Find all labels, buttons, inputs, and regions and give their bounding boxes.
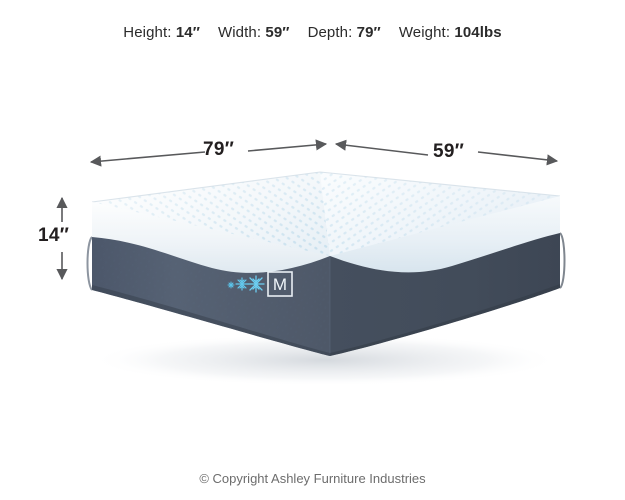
spec-weight-value: 104lbs — [454, 24, 502, 41]
spec-weight: Weight: 104lbs — [399, 24, 502, 41]
copyright-footer: © Copyright Ashley Furniture Industries — [199, 471, 426, 486]
spec-weight-label: Weight: — [398, 24, 451, 41]
dimension-label-width: 59″ — [433, 141, 465, 162]
comfort-layer-right — [330, 196, 560, 273]
spec-height-value: 14″ — [175, 24, 200, 41]
arrow-depth-left — [89, 151, 206, 167]
arrow-depth-right — [247, 139, 328, 152]
arrow-width-right — [477, 151, 559, 166]
dimension-label-depth: 79″ — [203, 139, 235, 160]
base-bottom-lip-right — [330, 284, 560, 356]
spec-height: Height: 14″ — [123, 24, 200, 41]
comfort-layer-left — [92, 202, 330, 273]
base-corner-left — [86, 236, 93, 291]
snowflake-icon-small — [227, 281, 235, 289]
spec-depth-label: Depth: — [307, 24, 353, 41]
snowflake-icon-medium — [235, 277, 249, 291]
badge-letter: M — [273, 275, 287, 294]
spec-depth-value: 79″ — [356, 24, 381, 41]
arrow-width-left — [334, 139, 429, 156]
spec-width: Width: 59″ — [218, 24, 290, 41]
base-bottom-lip-left — [92, 285, 330, 356]
product-specs-bar: Height: 14″ Width: 59″ Depth: 79″ Weight: 1… — [0, 24, 625, 42]
cooling-badge: M — [227, 271, 293, 297]
snowflake-icon-large — [247, 275, 265, 293]
base-corner-right — [559, 232, 566, 289]
spec-width-label: Width: — [217, 24, 262, 41]
top-ridge-crease — [91, 171, 561, 203]
badge-box — [267, 271, 293, 297]
spec-height-label: Height: — [123, 24, 172, 41]
ground-shadow — [90, 334, 560, 386]
dimension-label-height: 14″ — [38, 225, 70, 246]
spec-width-value: 59″ — [265, 24, 290, 41]
spec-depth: Depth: 79″ — [308, 24, 381, 41]
mattress-base-right — [330, 233, 560, 356]
